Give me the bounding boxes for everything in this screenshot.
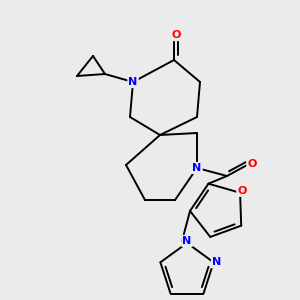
Text: O: O — [237, 186, 247, 196]
Text: O: O — [247, 159, 257, 169]
Text: N: N — [212, 257, 221, 267]
Text: O: O — [171, 30, 181, 40]
Text: N: N — [182, 236, 192, 246]
Text: N: N — [128, 77, 138, 87]
Text: N: N — [192, 163, 202, 173]
